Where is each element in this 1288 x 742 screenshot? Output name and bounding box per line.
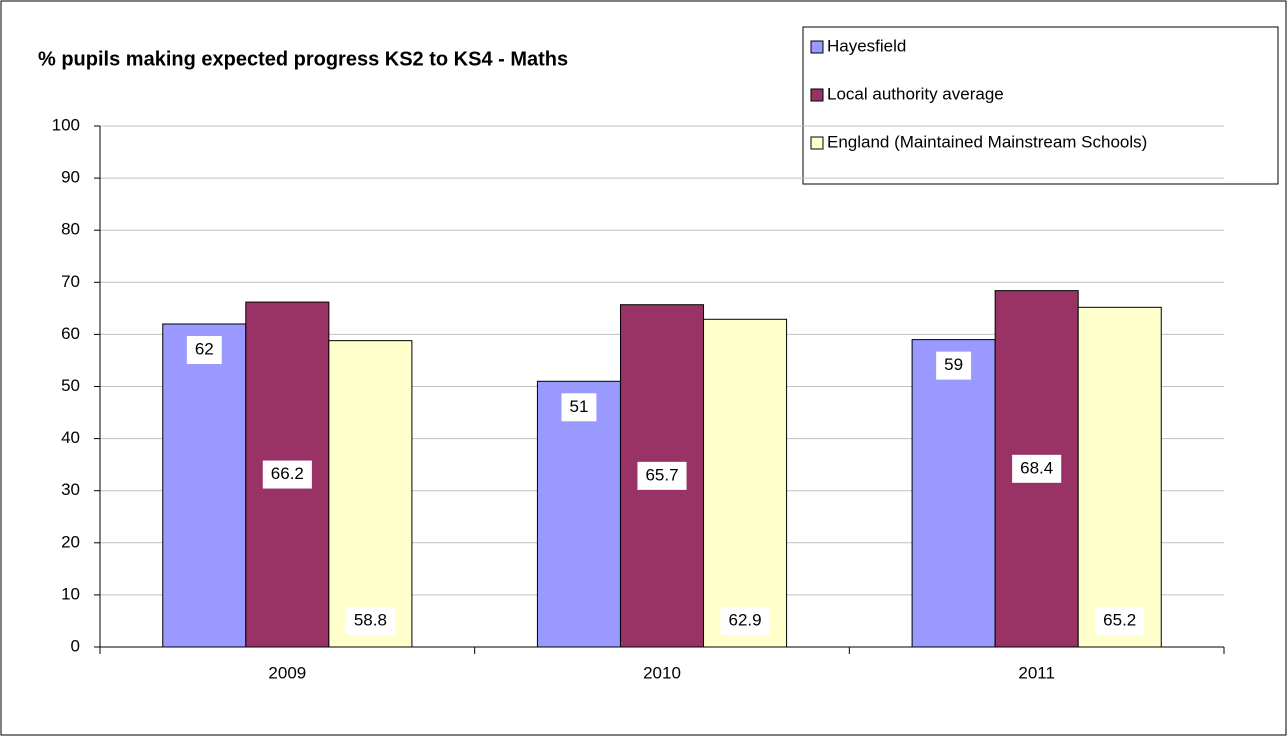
y-tick-label: 70 [61, 272, 80, 291]
data-label-bg [1095, 607, 1145, 635]
x-tick-label: 2009 [268, 663, 306, 682]
data-label: 65.7 [645, 465, 678, 484]
bar [536, 380, 621, 648]
data-label: 62.9 [729, 610, 762, 629]
data-label-bg [936, 351, 972, 380]
x-tick-label: 2010 [643, 663, 681, 682]
data-label: 66.2 [271, 464, 304, 483]
legend-label: Hayesfield [827, 36, 906, 55]
y-tick-label: 0 [71, 636, 80, 655]
legend-swatch [810, 88, 824, 102]
y-tick-label: 20 [61, 532, 80, 551]
y-tick-label: 40 [61, 428, 80, 447]
legend-label: Local authority average [827, 84, 1004, 103]
data-label: 65.2 [1103, 610, 1136, 629]
bar [703, 318, 788, 648]
bar [911, 339, 996, 648]
y-tick-label: 50 [61, 376, 80, 395]
data-label: 62 [195, 339, 214, 358]
data-label: 58.8 [354, 610, 387, 629]
data-label: 68.4 [1020, 458, 1053, 477]
data-label: 59 [944, 355, 963, 374]
y-tick-label: 100 [52, 115, 80, 134]
data-label-bg [186, 335, 222, 364]
data-label-bg [262, 460, 312, 489]
legend-label: England (Maintained Mainstream Schools) [827, 132, 1147, 151]
y-tick-label: 60 [61, 324, 80, 343]
data-label-bg [1012, 454, 1062, 483]
y-tick-label: 80 [61, 220, 80, 239]
data-label-bg [637, 461, 687, 490]
bar [1077, 306, 1162, 648]
x-tick-label: 2011 [1018, 663, 1055, 682]
legend-swatch [810, 136, 824, 150]
chart-title: % pupils making expected progress KS2 to… [38, 48, 568, 70]
bar [162, 323, 247, 648]
y-tick-label: 30 [61, 480, 80, 499]
data-label-bg [720, 607, 770, 635]
legend-box [802, 26, 1279, 185]
legend-swatch [810, 40, 824, 54]
y-tick-label: 10 [61, 584, 80, 603]
data-label: 51 [569, 397, 588, 416]
bar [328, 340, 413, 648]
y-tick-label: 90 [61, 168, 80, 187]
data-label-bg [345, 607, 395, 635]
data-label-bg [561, 393, 597, 422]
